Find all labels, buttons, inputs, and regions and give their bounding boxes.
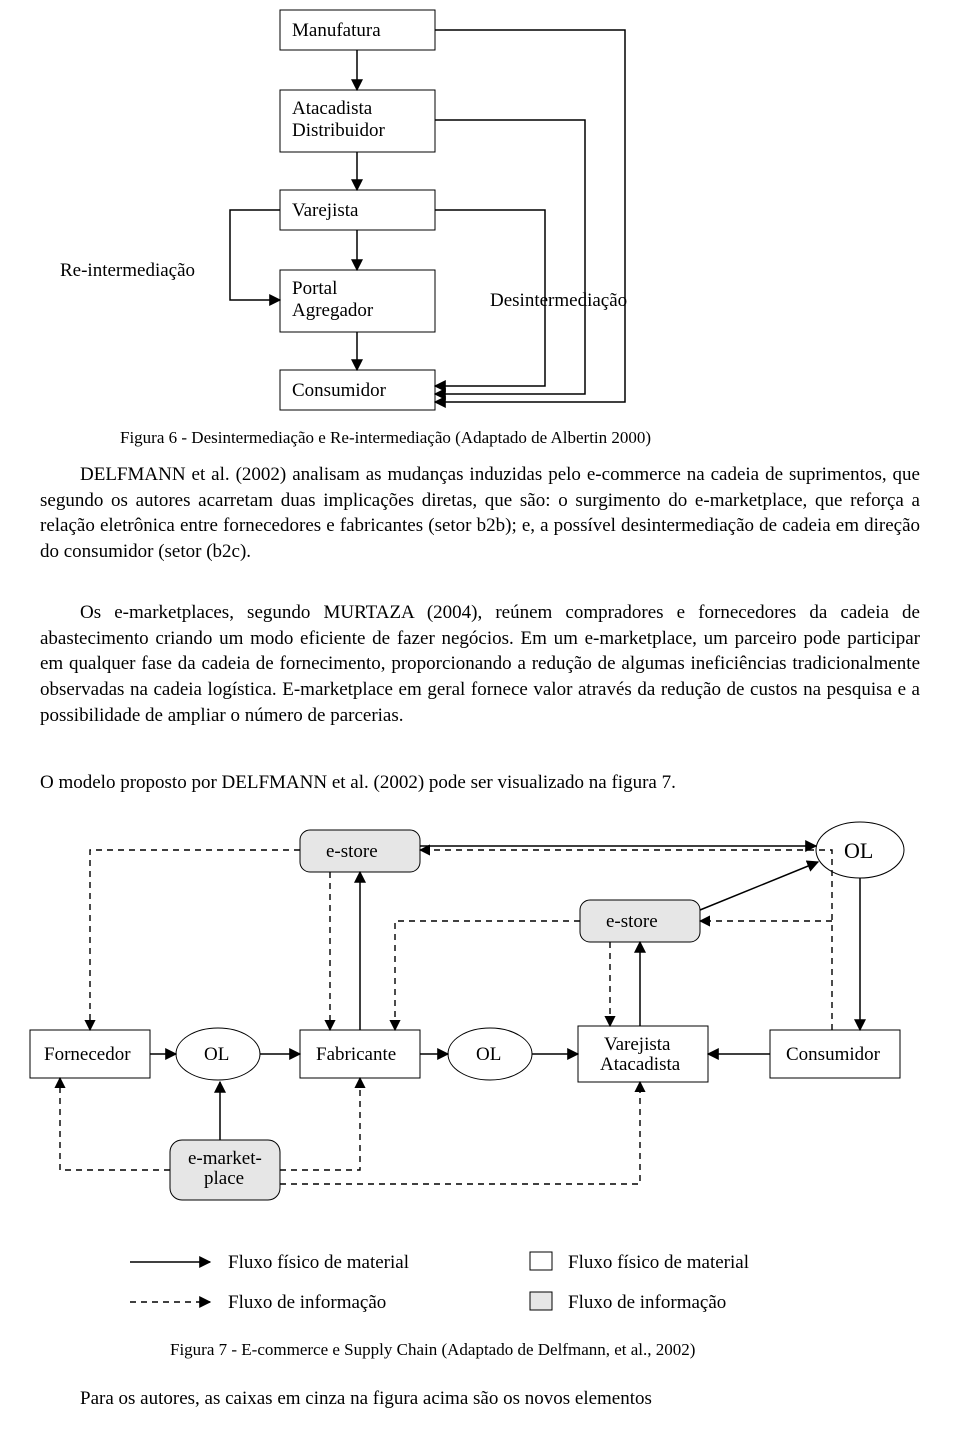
fig7-fornecedor: Fornecedor <box>44 1044 131 1066</box>
fig7-ol3: OL <box>844 838 873 864</box>
fig6-manufatura: Manufatura <box>292 20 381 42</box>
legend-dashed: Fluxo de informação <box>228 1292 386 1314</box>
fig7-emarket-l1: e-market- <box>188 1148 262 1170</box>
fig6-portal-l2: Agregador <box>292 300 373 322</box>
para-1: DELFMANN et al. (2002) analisam as mudan… <box>40 462 920 565</box>
para-2: Os e-marketplaces, segundo MURTAZA (2004… <box>40 600 920 728</box>
fig6-reintermediacao: Re-intermediação <box>60 260 195 282</box>
fig7-varejista-l2: Atacadista <box>600 1054 680 1076</box>
fig7-fabricante: Fabricante <box>316 1044 396 1066</box>
fig6-atacadista-l1: Atacadista <box>292 98 372 120</box>
fig7-consumidor: Consumidor <box>786 1044 880 1066</box>
fig6-atacadista-l2: Distribuidor <box>292 120 385 142</box>
fig6-desintermediacao: Desintermediação <box>490 290 627 312</box>
figure7-svg <box>0 810 960 1410</box>
fig7-estore2: e-store <box>606 911 658 933</box>
fig6-consumidor: Consumidor <box>292 380 386 402</box>
fig6-caption: Figura 6 - Desintermediação e Re-interme… <box>120 428 651 448</box>
fig7-estore1: e-store <box>326 841 378 863</box>
legend-graybox: Fluxo de informação <box>568 1292 726 1314</box>
fig7-varejista-l1: Varejista <box>604 1034 670 1056</box>
para-3: O modelo proposto por DELFMANN et al. (2… <box>40 770 920 796</box>
fig6-portal-l1: Portal <box>292 278 337 300</box>
fig6-varejista: Varejista <box>292 200 358 222</box>
fig7-ol2: OL <box>476 1044 501 1066</box>
fig7-emarket-l2: place <box>204 1168 244 1190</box>
fig7-caption: Figura 7 - E-commerce e Supply Chain (Ad… <box>170 1340 695 1360</box>
legend-whitebox: Fluxo físico de material <box>568 1252 749 1274</box>
page: Manufatura Atacadista Distribuidor Varej… <box>0 0 960 1446</box>
fig7-ol1: OL <box>204 1044 229 1066</box>
legend-solid: Fluxo físico de material <box>228 1252 409 1274</box>
closing: Para os autores, as caixas em cinza na f… <box>40 1386 920 1412</box>
figure6-svg <box>0 0 960 440</box>
